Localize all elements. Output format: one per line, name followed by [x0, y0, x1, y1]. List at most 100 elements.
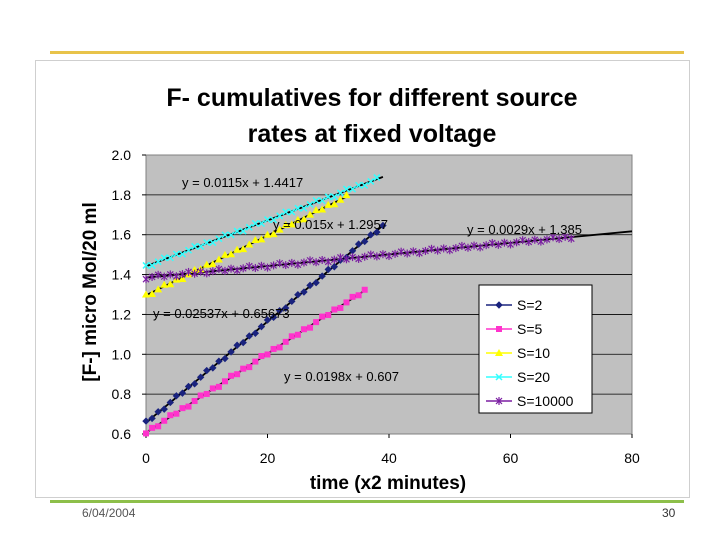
marker-square [276, 344, 283, 351]
marker-square [307, 324, 314, 331]
marker-x [318, 197, 326, 205]
marker-x [215, 235, 223, 243]
chart-title-line-1: F- cumulatives for different source [166, 84, 577, 112]
marker-square [203, 390, 210, 397]
marker-x [203, 239, 211, 247]
marker-x [166, 254, 174, 262]
marker-square [185, 403, 192, 410]
y-tick-label: 1.4 [112, 267, 132, 283]
legend: S=2 S=5 S=10 S=20 S=10000 [478, 284, 593, 414]
marker-diamond [227, 348, 235, 356]
equation-s10000: y = 0.0029x + 1.385 [467, 222, 582, 237]
marker-square [240, 365, 247, 372]
marker-x [361, 181, 369, 189]
marker-triangle [202, 260, 211, 268]
marker-diamond [269, 313, 278, 322]
y-tick-label: 1.8 [112, 187, 132, 203]
marker-square [331, 306, 338, 313]
marker-square [143, 430, 149, 437]
marker-diamond [306, 281, 314, 290]
legend-label: S=10 [517, 345, 550, 361]
marker-x [288, 208, 296, 216]
marker-diamond [294, 290, 302, 299]
chart-title-line-2: rates at fixed voltage [248, 120, 497, 148]
marker-square [361, 286, 368, 293]
marker-x [184, 246, 193, 254]
marker-triangle [142, 290, 150, 298]
marker-x [306, 200, 314, 208]
marker-x [276, 212, 284, 220]
marker-x [324, 193, 332, 201]
marker-triangle [257, 235, 266, 243]
marker-square [282, 338, 289, 345]
marker-x [355, 181, 363, 189]
equation-s5: y = 0.0198x + 0.607 [284, 369, 399, 384]
x-tick-label: 40 [381, 450, 397, 466]
marker-triangle [178, 275, 187, 283]
x-tick-labels: 0 20 40 60 80 [142, 450, 640, 466]
marker-triangle [245, 240, 254, 248]
equation-s2: y = 0.02537x + 0.65673 [153, 306, 290, 321]
marker-x [300, 204, 308, 212]
series-s20 [142, 174, 381, 270]
marker-diamond [203, 366, 211, 375]
marker-diamond [379, 221, 387, 230]
marker-square [337, 304, 344, 311]
series-s5 [143, 286, 368, 437]
marker-diamond [245, 332, 253, 340]
marker-triangle [233, 245, 242, 253]
y-tick-label: 1.2 [112, 306, 132, 322]
marker-triangle [336, 195, 345, 203]
marker-square [246, 364, 253, 371]
marker-square [252, 358, 259, 365]
marker-diamond [209, 364, 217, 372]
legend-label: S=20 [517, 369, 550, 385]
marker-triangle [227, 250, 236, 258]
marker-square [325, 312, 332, 319]
y-tick-label: 1.0 [112, 346, 132, 362]
marker-square [319, 313, 326, 320]
marker-x [197, 242, 205, 250]
marker-x [221, 231, 229, 239]
marker-triangle [154, 285, 163, 293]
marker-square [288, 333, 295, 340]
marker-x [148, 262, 156, 270]
marker-x [245, 223, 253, 231]
y-tick-label: 0.8 [112, 386, 132, 402]
top-accent-rule [50, 51, 684, 54]
marker-square [343, 299, 350, 306]
marker-square [167, 412, 174, 419]
marker-x [263, 216, 272, 224]
equation-s20: y = 0.0115x + 1.4417 [182, 175, 303, 190]
bottom-accent-rule [50, 500, 684, 503]
y-tick-label: 0.6 [112, 426, 132, 442]
marker-diamond [148, 414, 156, 423]
marker-x [294, 204, 302, 212]
marker-diamond [251, 329, 260, 337]
marker-diamond [257, 322, 266, 331]
marker-x [160, 254, 168, 262]
x-tick-label: 0 [142, 450, 150, 466]
footer-date: 6/04/2004 [82, 506, 136, 520]
marker-triangle [342, 191, 351, 199]
x-tick-label: 80 [624, 450, 640, 466]
marker-diamond [160, 405, 168, 413]
marker-diamond [239, 338, 247, 347]
footer-page-number: 30 [662, 506, 676, 520]
marker-triangle [287, 220, 296, 228]
marker-diamond [324, 265, 332, 274]
y-tick-labels: 0.6 0.8 1.0 1.2 1.4 1.6 1.8 2.0 [112, 147, 132, 442]
marker-square [258, 353, 265, 360]
marker-triangle [318, 205, 327, 213]
marker-triangle [306, 210, 315, 218]
marker-x [367, 177, 375, 185]
marker-x [270, 216, 278, 224]
marker-diamond [330, 263, 339, 271]
marker-square [270, 345, 277, 352]
marker-square [313, 319, 320, 326]
marker-triangle [220, 250, 229, 258]
marker-triangle [269, 230, 278, 238]
marker-triangle [275, 225, 284, 233]
marker-square [173, 410, 180, 417]
